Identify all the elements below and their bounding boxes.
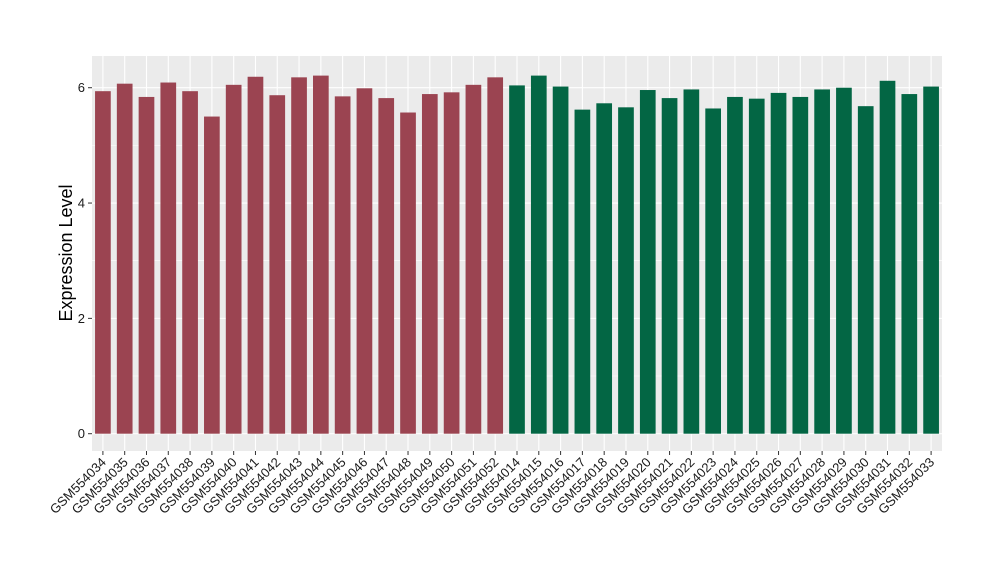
- bar-GSM554028: [814, 89, 830, 434]
- bar-GSM554047: [378, 98, 395, 434]
- bar-GSM554032: [901, 94, 918, 434]
- bar-GSM554026: [770, 92, 787, 434]
- bar-GSM554016: [552, 86, 569, 434]
- bar-GSM554041: [247, 76, 264, 434]
- bar-GSM554038: [182, 91, 198, 434]
- bar-GSM554048: [400, 112, 416, 434]
- bar-GSM554043: [291, 77, 307, 434]
- bar-GSM554051: [465, 84, 482, 434]
- bar-GSM554049: [421, 94, 438, 434]
- bar-GSM554039: [204, 116, 220, 434]
- bar-GSM554021: [661, 98, 678, 434]
- y-axis: 0 2 4 6: [78, 80, 92, 441]
- bar-GSM554031: [879, 80, 896, 434]
- bar-GSM554024: [727, 96, 743, 434]
- bar-GSM554014: [509, 85, 525, 434]
- bar-GSM554017: [574, 109, 591, 434]
- y-tick-label: 4: [78, 196, 85, 211]
- y-axis-title: Expression Level: [56, 184, 76, 321]
- bar-GSM554037: [160, 82, 177, 434]
- bar-GSM554019: [618, 107, 634, 434]
- bar-GSM554027: [792, 96, 809, 434]
- y-tick-label: 0: [78, 426, 85, 441]
- bar-GSM554030: [857, 106, 874, 434]
- bar-GSM554033: [923, 86, 939, 434]
- bar-GSM554023: [705, 108, 721, 434]
- bar-GSM554020: [639, 90, 656, 434]
- bar-GSM554015: [530, 75, 547, 434]
- bar-GSM554042: [269, 95, 286, 434]
- y-tick-label: 6: [78, 80, 85, 95]
- x-axis: GSM554034GSM554035GSM554036GSM554037GSM5…: [47, 451, 937, 517]
- bar-GSM554045: [334, 96, 351, 434]
- bars: [95, 75, 939, 434]
- y-tick-label: 2: [78, 311, 85, 326]
- bar-GSM554035: [116, 83, 133, 434]
- bar-GSM554025: [748, 98, 765, 434]
- bar-GSM554052: [487, 77, 504, 434]
- bar-GSM554050: [443, 92, 460, 434]
- bar-GSM554036: [138, 96, 155, 434]
- bar-GSM554022: [683, 89, 700, 434]
- bar-GSM554018: [596, 103, 613, 434]
- bar-GSM554040: [225, 84, 242, 434]
- bar-GSM554046: [356, 88, 373, 434]
- bar-GSM554034: [95, 91, 111, 434]
- bar-GSM554029: [836, 87, 852, 434]
- bar-GSM554044: [313, 75, 329, 434]
